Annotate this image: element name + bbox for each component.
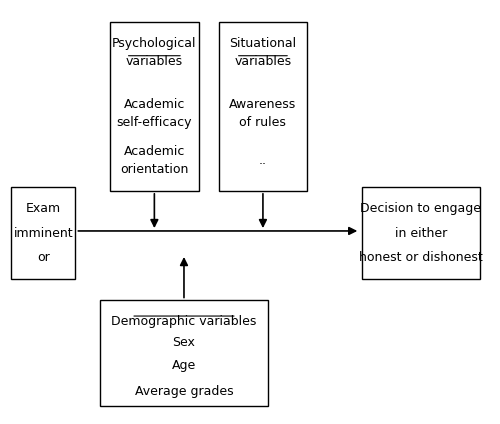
Text: Exam: Exam [26, 203, 61, 215]
FancyBboxPatch shape [362, 187, 480, 279]
Text: Age: Age [172, 359, 196, 372]
Text: Demographic variables: Demographic variables [112, 315, 256, 328]
Text: honest or dishonest: honest or dishonest [359, 251, 482, 264]
Text: or: or [37, 251, 50, 264]
Text: Academic
orientation: Academic orientation [120, 145, 188, 176]
FancyBboxPatch shape [110, 22, 199, 191]
Text: Sex: Sex [172, 336, 196, 349]
Text: Psychological: Psychological [112, 37, 196, 50]
FancyBboxPatch shape [218, 22, 308, 191]
FancyBboxPatch shape [100, 301, 268, 406]
Text: Decision to engage: Decision to engage [360, 203, 482, 215]
Text: Awareness
of rules: Awareness of rules [230, 98, 296, 129]
Text: variables: variables [234, 55, 292, 68]
FancyBboxPatch shape [12, 187, 76, 279]
Text: Academic
self-efficacy: Academic self-efficacy [116, 98, 192, 129]
Text: Average grades: Average grades [134, 385, 234, 398]
Text: ..: .. [259, 154, 267, 167]
Text: Situational: Situational [230, 37, 296, 50]
Text: in either: in either [394, 226, 447, 240]
Text: imminent: imminent [14, 226, 73, 240]
Text: variables: variables [126, 55, 183, 68]
